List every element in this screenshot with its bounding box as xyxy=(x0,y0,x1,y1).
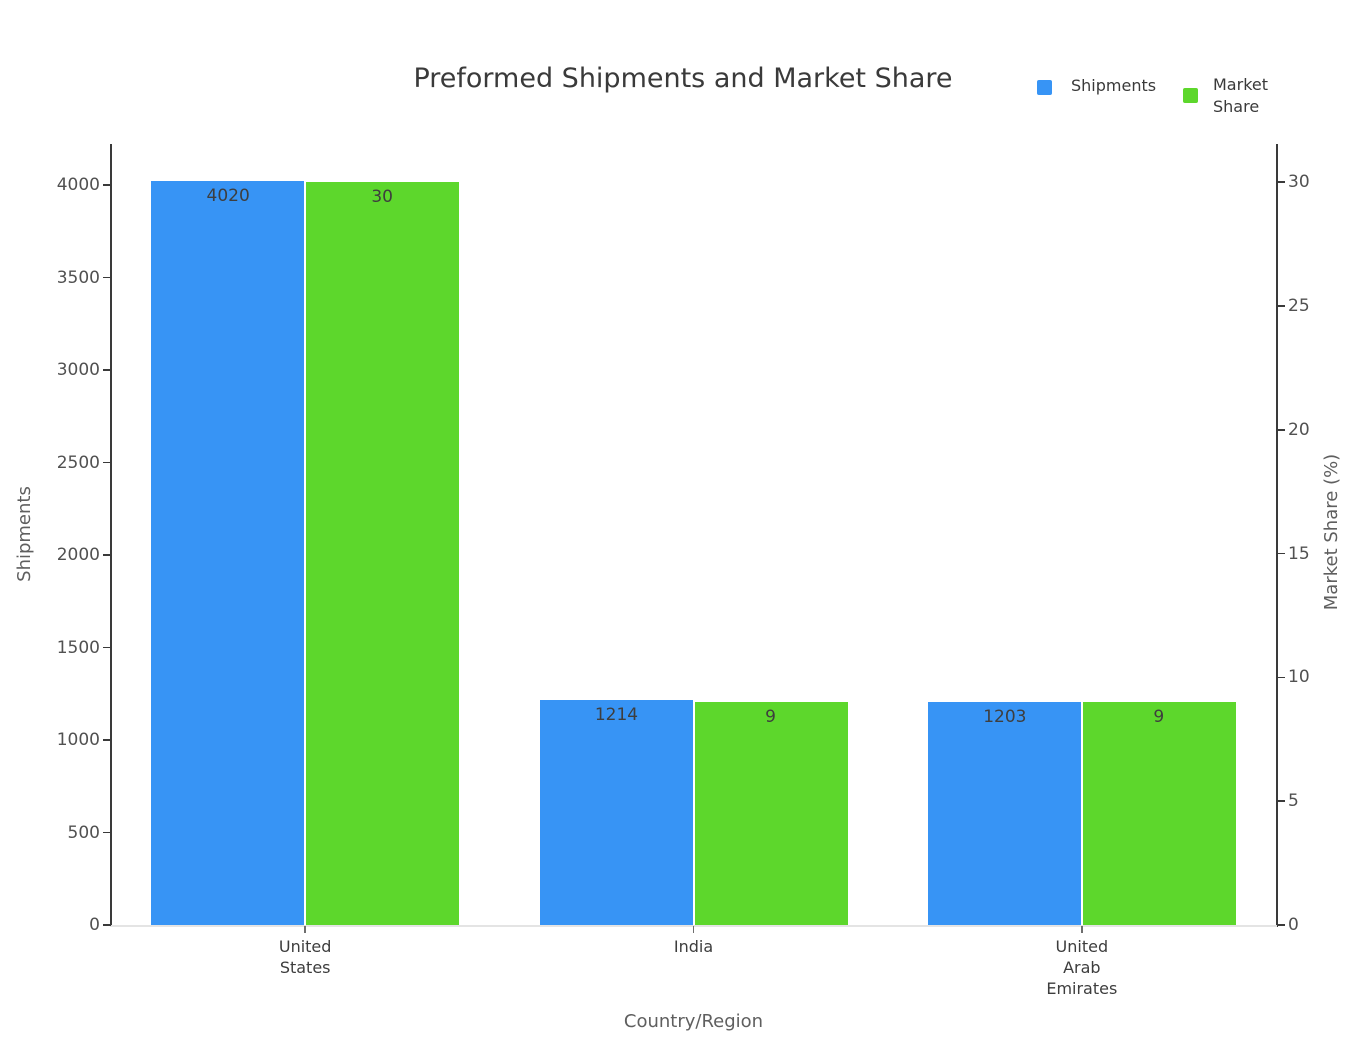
x-tick-india xyxy=(692,926,695,933)
bar-value-market-share-united-arab-emirates: 9 xyxy=(1153,707,1165,728)
y-left-tick xyxy=(103,461,111,464)
y-left-tick xyxy=(103,369,111,371)
y-left-tick-label: 3000 xyxy=(56,360,100,381)
bar-market-share-india xyxy=(694,702,848,925)
bar-value-shipments-united-states: 4020 xyxy=(206,186,250,207)
y-left-tick-label: 3500 xyxy=(56,267,100,288)
y-right-tick xyxy=(1277,924,1285,926)
x-tick-label-united-arab-emirates: United Arab Emirates xyxy=(1046,937,1118,998)
bar-value-shipments-united-arab-emirates: 1203 xyxy=(983,707,1027,728)
y-axis-right-title: Market Share (%) xyxy=(1321,453,1342,611)
x-tick-label-india: India xyxy=(673,937,714,956)
y-axis-left-spine xyxy=(110,144,112,927)
y-axis-right-spine xyxy=(1276,144,1278,927)
bar-shipments-india xyxy=(539,700,693,925)
y-left-tick-label: 4000 xyxy=(56,175,100,196)
y-right-tick xyxy=(1277,305,1285,307)
y-right-tick xyxy=(1277,552,1285,555)
y-right-tick-label: 5 xyxy=(1288,791,1299,812)
y-left-tick xyxy=(103,646,111,649)
legend: Shipments Market Share xyxy=(1037,72,1357,128)
y-axis-left-title: Shipments xyxy=(14,486,35,582)
y-left-tick-label: 1000 xyxy=(56,730,100,751)
y-left-tick xyxy=(103,831,111,834)
legend-swatch-market-share xyxy=(1183,88,1198,103)
y-left-tick-label: 500 xyxy=(67,822,100,843)
y-right-tick-label: 20 xyxy=(1288,419,1310,440)
bar-shipments-united-states xyxy=(151,181,305,925)
x-tick-united-arab-emirates xyxy=(1081,926,1083,933)
y-right-tick xyxy=(1277,181,1285,183)
y-left-tick xyxy=(103,184,111,186)
legend-swatch-shipments xyxy=(1037,80,1052,95)
legend-label-market-share: Market Share xyxy=(1213,75,1268,116)
y-left-tick-label: 1500 xyxy=(56,637,100,658)
y-right-tick xyxy=(1277,676,1285,679)
y-left-tick xyxy=(103,924,111,926)
y-left-tick xyxy=(103,739,111,741)
y-left-tick-label: 0 xyxy=(89,915,100,935)
bar-value-market-share-india: 9 xyxy=(765,707,776,728)
y-right-tick-label: 30 xyxy=(1288,172,1310,193)
bar-market-share-united-arab-emirates xyxy=(1082,702,1236,925)
y-right-tick-label: 10 xyxy=(1288,667,1310,688)
y-left-tick-label: 2000 xyxy=(56,545,100,566)
bar-value-market-share-united-states: 30 xyxy=(371,187,393,208)
y-right-tick xyxy=(1277,429,1285,431)
y-right-tick-label: 15 xyxy=(1288,543,1310,564)
x-axis-title: Country/Region xyxy=(623,1011,764,1032)
bar-shipments-united-arab-emirates xyxy=(927,702,1081,925)
chart-title: Preformed Shipments and Market Share xyxy=(413,63,953,94)
bar-market-share-united-states xyxy=(306,182,460,925)
y-right-tick xyxy=(1277,800,1285,802)
y-right-tick-label: 0 xyxy=(1288,915,1299,935)
y-left-tick xyxy=(103,554,111,556)
bar-value-shipments-india: 1214 xyxy=(594,705,639,726)
y-left-tick xyxy=(103,276,111,279)
y-right-tick-label: 25 xyxy=(1288,295,1310,316)
y-left-tick-label: 2500 xyxy=(56,452,100,473)
x-tick-label-united-states: United States xyxy=(278,937,332,977)
legend-label-shipments: Shipments xyxy=(1071,76,1157,95)
x-tick-united-states xyxy=(304,926,306,933)
